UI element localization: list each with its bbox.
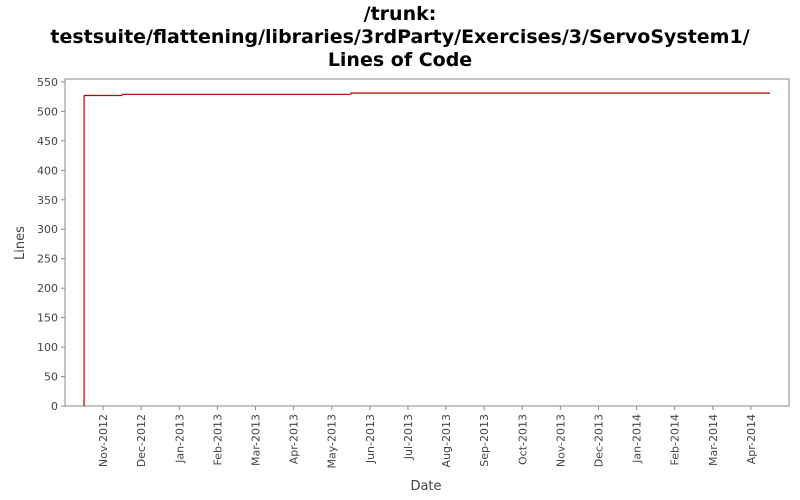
- x-tick-label: May-2013: [326, 414, 339, 469]
- x-tick-label: Jul-2013: [402, 414, 415, 460]
- chart-title: testsuite/flattening/libraries/3rdParty/…: [50, 26, 749, 48]
- y-tick-label: 500: [37, 105, 58, 118]
- x-tick-label: Aug-2013: [440, 414, 453, 467]
- y-tick-label: 400: [37, 164, 58, 177]
- chart-title: /trunk:: [364, 3, 437, 25]
- x-tick-label: Nov-2013: [554, 414, 567, 467]
- x-tick-label: Feb-2014: [669, 414, 682, 465]
- x-tick-label: Mar-2014: [707, 414, 720, 466]
- chart-title: Lines of Code: [328, 49, 472, 71]
- y-axis-title: Lines: [13, 226, 28, 260]
- x-tick-label: Jun-2013: [364, 414, 377, 464]
- y-tick-label: 300: [37, 223, 58, 236]
- y-tick-label: 200: [37, 282, 58, 295]
- y-tick-label: 550: [37, 76, 58, 89]
- y-tick-label: 450: [37, 135, 58, 148]
- y-tick-label: 250: [37, 253, 58, 266]
- x-tick-label: Dec-2013: [592, 414, 605, 467]
- x-tick-label: Jan-2014: [631, 414, 644, 464]
- x-tick-label: Oct-2013: [516, 414, 529, 465]
- x-tick-label: Dec-2012: [135, 414, 148, 467]
- y-tick-label: 350: [37, 194, 58, 207]
- y-tick-label: 50: [44, 371, 58, 384]
- x-tick-label: Jan-2013: [173, 414, 186, 464]
- x-tick-label: Nov-2012: [97, 414, 110, 467]
- plot-area: [64, 78, 790, 407]
- x-tick-label: Apr-2014: [745, 414, 758, 464]
- x-axis-title: Date: [410, 479, 441, 494]
- x-tick-label: Feb-2013: [211, 414, 224, 465]
- y-tick-label: 0: [51, 400, 58, 413]
- x-tick-label: Sep-2013: [478, 414, 491, 467]
- x-tick-label: Mar-2013: [250, 414, 263, 466]
- y-tick-label: 100: [37, 341, 58, 354]
- x-tick-label: Apr-2013: [288, 414, 301, 464]
- y-tick-label: 150: [37, 312, 58, 325]
